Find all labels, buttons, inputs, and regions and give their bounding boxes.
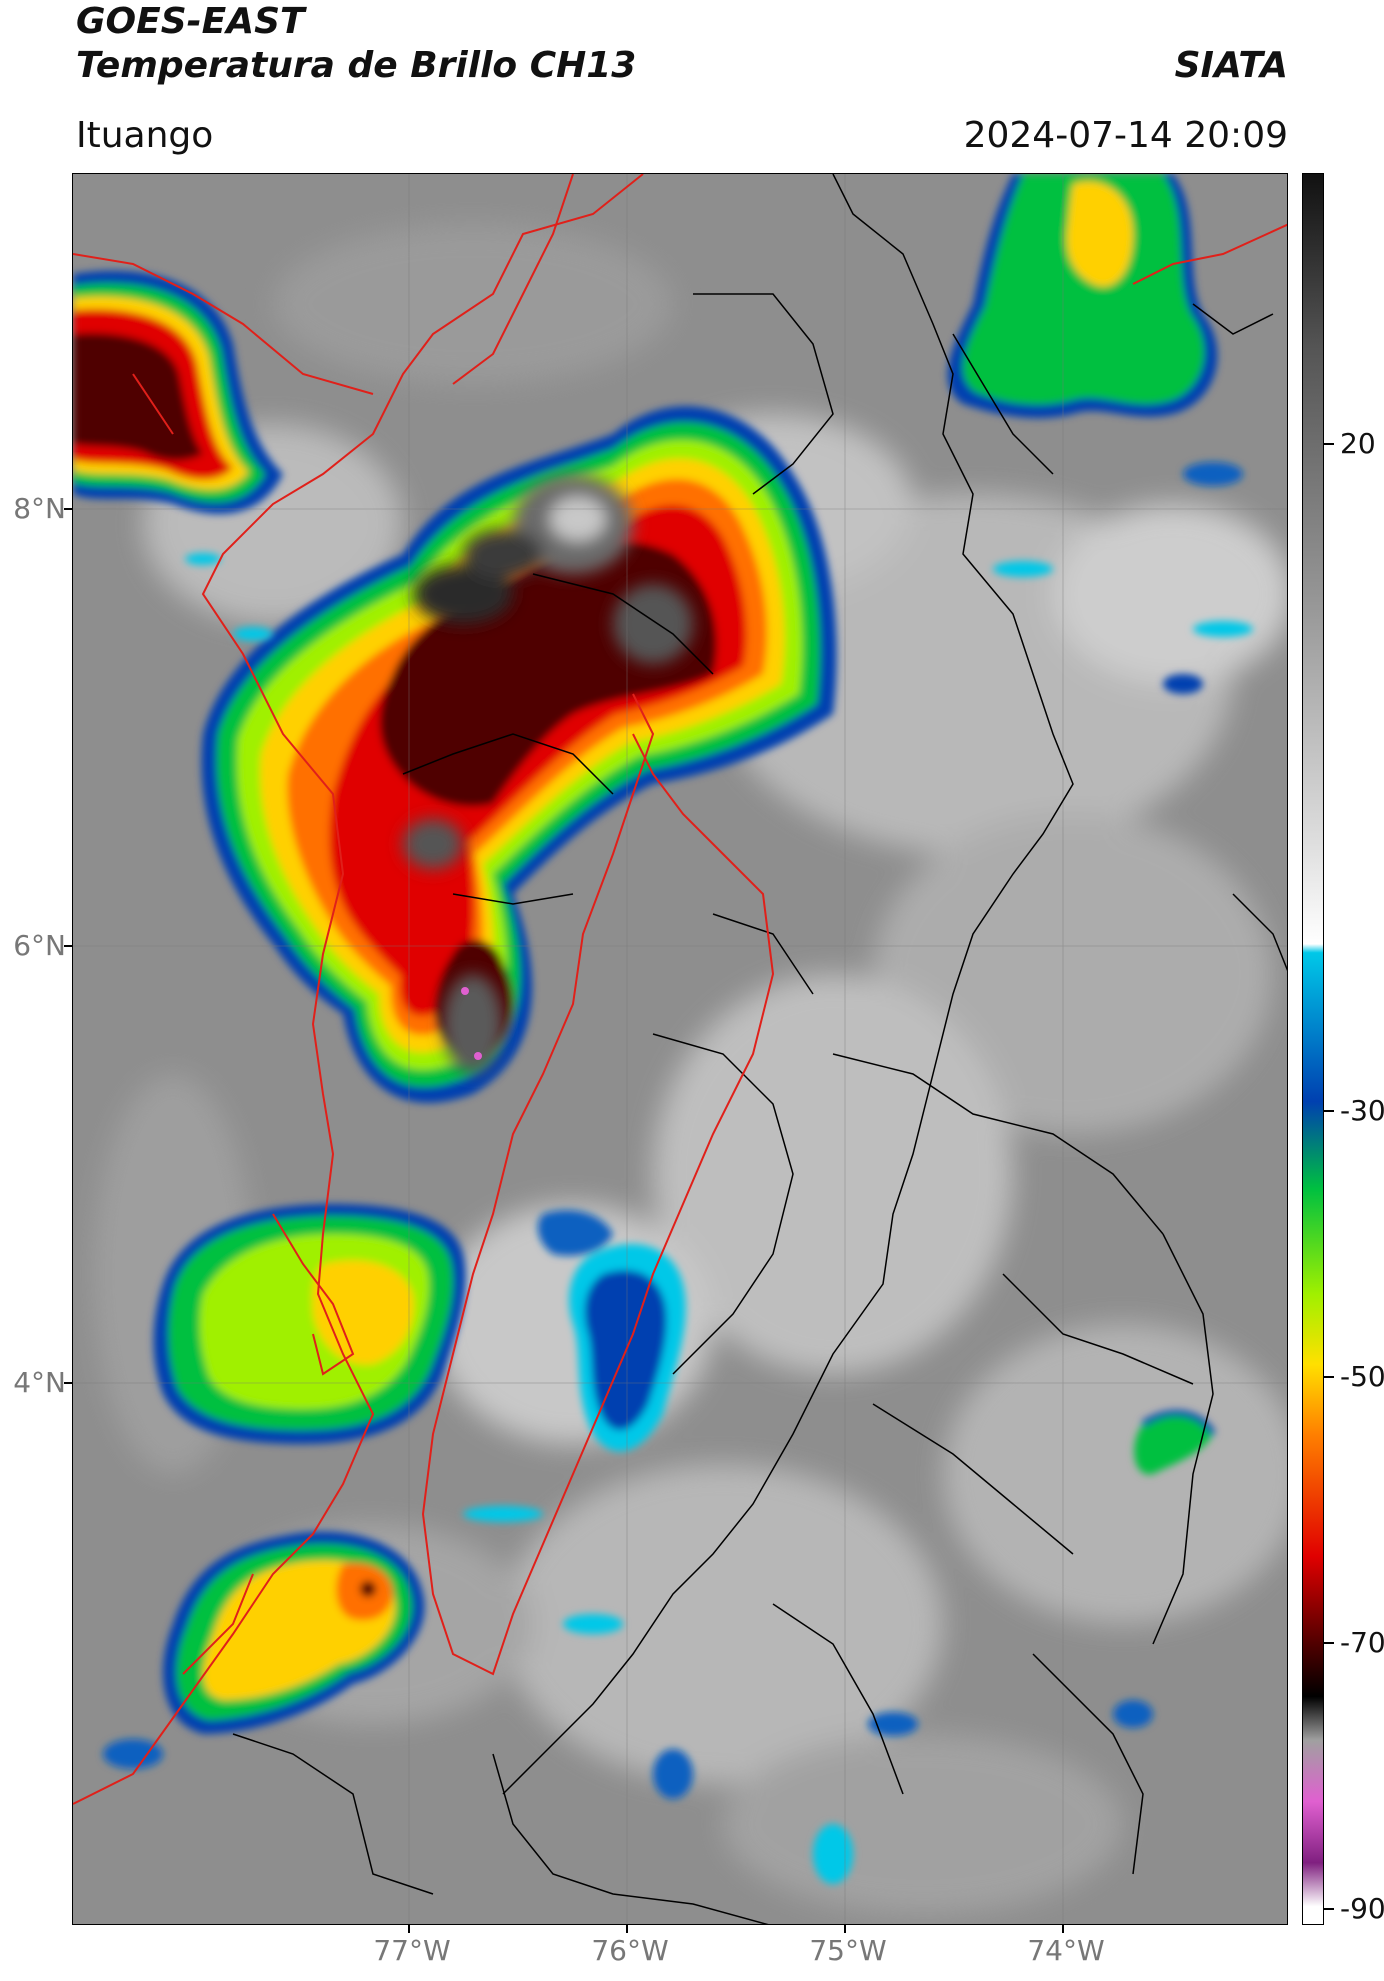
lon-tick [1062, 1925, 1064, 1933]
lon-label-74w: 74°W [1027, 1934, 1105, 1967]
country-borders [73, 174, 1287, 1805]
colorbar-label-minus30: -30 [1340, 1094, 1384, 1127]
lat-tick [64, 508, 72, 510]
datetime-label: 2024-07-14 20:09 [963, 115, 1288, 156]
lon-tick [626, 1925, 628, 1933]
lon-label-77w: 77°W [373, 1934, 451, 1967]
colorbar-tick [1324, 1642, 1334, 1644]
lat-tick [64, 1382, 72, 1384]
colorbar-tick [1324, 1110, 1334, 1112]
colorbar-tick [1324, 443, 1334, 445]
colorbar-label-20: 20 [1340, 427, 1376, 460]
lon-label-76w: 76°W [591, 1934, 669, 1967]
lat-label-8n: 8°N [13, 492, 66, 525]
colorbar-label-minus70: -70 [1340, 1626, 1384, 1659]
organization-label: SIATA [1174, 45, 1288, 86]
satellite-title: GOES-EAST [76, 1, 305, 42]
lon-tick [844, 1925, 846, 1933]
colorbar-label-minus90: -90 [1340, 1892, 1384, 1925]
department-borders [232, 174, 1287, 1924]
colorbar-tick [1324, 1376, 1334, 1378]
product-title: Temperatura de Brillo CH13 [76, 45, 637, 86]
satellite-map [72, 173, 1288, 1925]
region-label: Ituango [76, 115, 214, 156]
lat-label-4n: 4°N [13, 1366, 66, 1399]
lon-tick [408, 1925, 410, 1933]
colorbar-label-minus50: -50 [1340, 1360, 1384, 1393]
colorbar-tick [1324, 1908, 1334, 1910]
satellite-image [73, 174, 1287, 1924]
temperature-colorbar [1302, 173, 1324, 1925]
lat-tick [64, 945, 72, 947]
lat-label-6n: 6°N [13, 929, 66, 962]
lon-label-75w: 75°W [809, 1934, 887, 1967]
